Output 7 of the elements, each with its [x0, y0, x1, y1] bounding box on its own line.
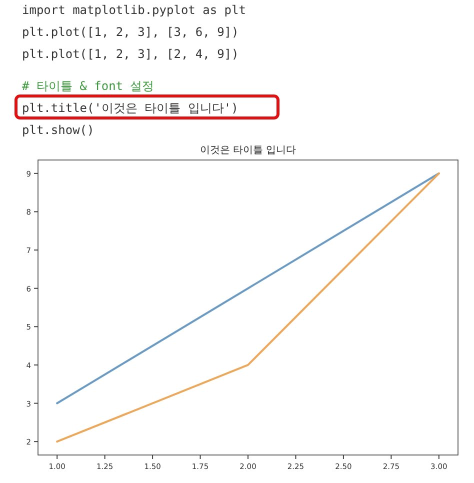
- chart-title: 이것은 타이틀 입니다: [200, 145, 296, 156]
- text: import matplotlib.pyplot as plt: [22, 3, 246, 17]
- text: plt.show(): [22, 123, 94, 137]
- text: plt.plot([1, 2, 3], [3, 6, 9]): [22, 25, 239, 39]
- text: # 타이틀 & font 설정: [22, 79, 154, 93]
- text: plt.plot([1, 2, 3], [2, 4, 9]): [22, 47, 239, 61]
- text: plt.title('이것은 타이틀 입니다'): [22, 101, 238, 115]
